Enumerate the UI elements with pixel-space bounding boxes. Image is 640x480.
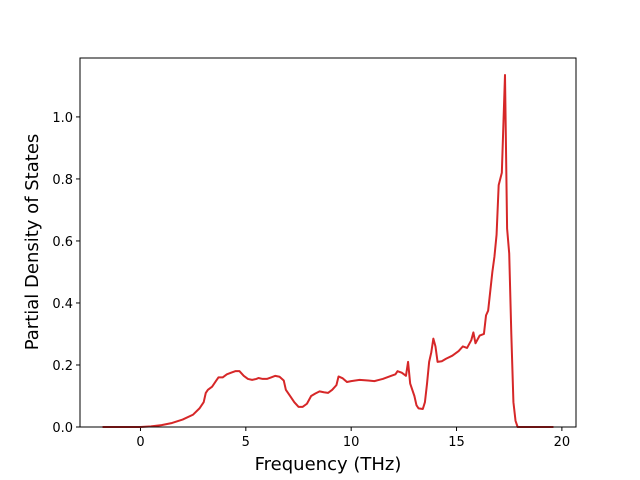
x-tick-label: 5 xyxy=(242,435,250,450)
y-tick-label: 0.6 xyxy=(52,235,73,250)
x-axis-label: Frequency (THz) xyxy=(255,454,402,475)
x-tick-label: 10 xyxy=(343,435,360,450)
y-tick-label: 0.4 xyxy=(52,297,73,312)
y-axis-label: Partial Density of States xyxy=(22,134,43,351)
plot-frame xyxy=(79,57,577,428)
y-tick-label: 0.8 xyxy=(52,173,73,188)
y-tick-label: 0.2 xyxy=(52,359,73,374)
plot-area xyxy=(80,58,576,427)
data-line xyxy=(102,74,554,428)
x-tick-label: 15 xyxy=(448,435,465,450)
y-tick-label: 0.0 xyxy=(52,421,73,436)
x-tick-label: 0 xyxy=(136,435,144,450)
y-tick-label: 1.0 xyxy=(52,111,73,126)
x-tick-label: 20 xyxy=(554,435,571,450)
